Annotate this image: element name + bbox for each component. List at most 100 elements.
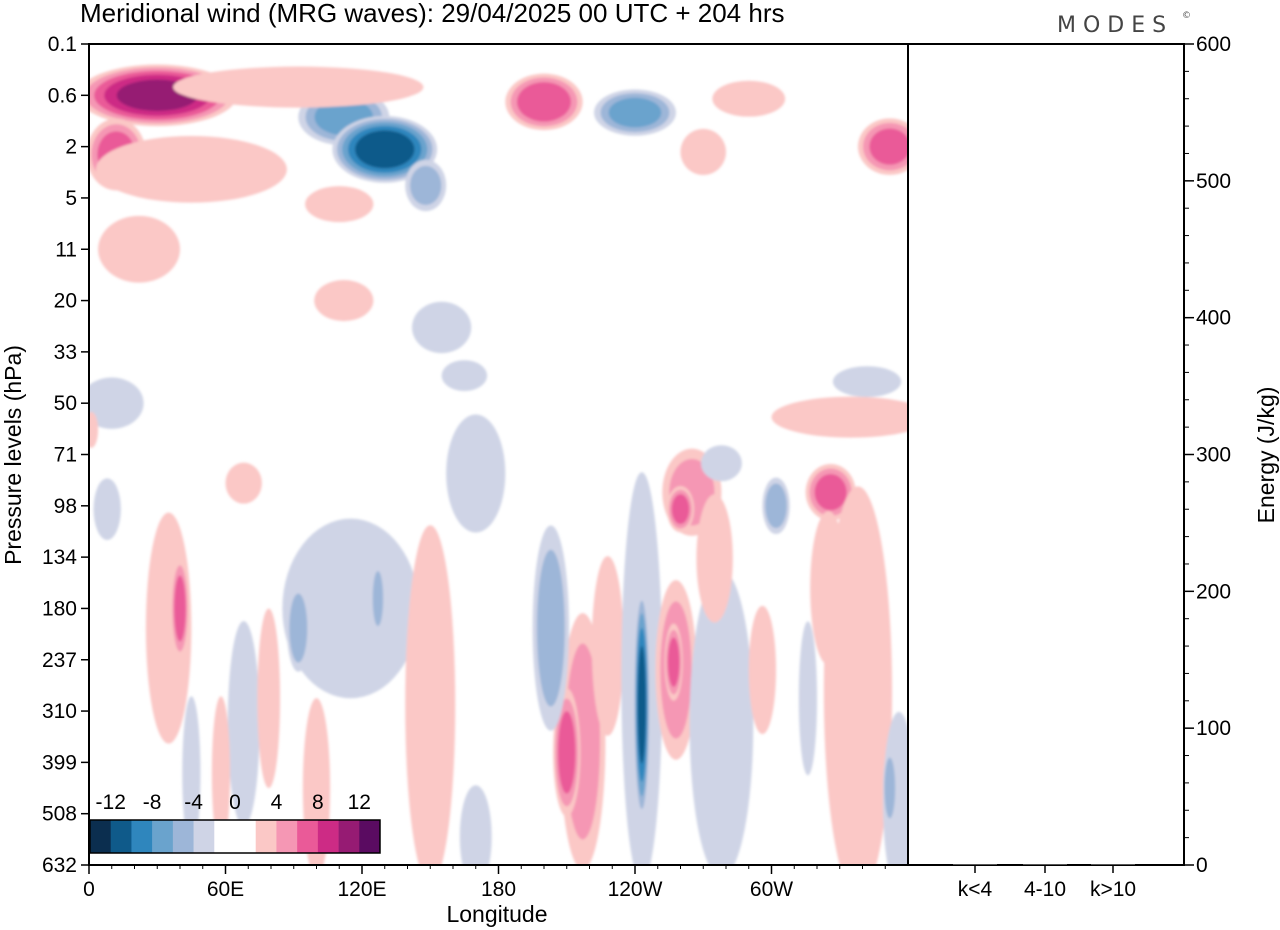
positive-wind-anomaly [305,186,374,223]
colorbar-swatch [172,820,194,853]
contour-band [637,646,646,764]
contour-band [591,556,624,736]
contour-band [689,569,754,865]
contour-band [517,82,571,122]
colorbar-label: 4 [271,791,283,814]
contour-band [748,605,777,735]
contour-band [810,510,847,665]
y-tick-label: 0.6 [48,84,77,107]
negative-wind-anomaly [182,696,201,851]
contour-band [700,445,742,482]
positive-wind-anomaly [225,462,262,504]
x-tick-label: 60E [207,878,244,901]
negative-wind-anomaly [441,360,488,392]
positive-wind-anomaly [211,696,231,851]
colorbar-frame [89,819,381,854]
colorbar-swatch [338,820,360,853]
contour-band [680,128,726,176]
contour-band [95,135,287,203]
contour-band [814,474,847,511]
contour-band [89,411,99,448]
negative-wind-anomaly [405,159,447,212]
contour-band [289,593,308,663]
contour-band [441,360,488,392]
y-tick-label: 71 [54,444,77,467]
negative-wind-anomaly [412,301,472,354]
negative-wind-anomaly [227,621,260,827]
positive-wind-anomaly [257,608,281,789]
contour-band [869,128,908,165]
y-tick-label: 399 [42,751,77,774]
energy-tick-label: 100 [1196,717,1231,740]
positive-wind-anomaly [805,464,856,521]
energy-bars [953,864,1135,865]
energy-tick-label: 400 [1196,307,1231,330]
positive-wind-anomaly [857,118,908,175]
contour-band [771,396,908,438]
colorbar-swatch [90,820,112,853]
negative-wind-anomaly [371,562,385,635]
colorbar-swatch [317,820,339,853]
negative-wind-anomaly [532,525,570,731]
contour-band [227,621,260,827]
y-tick-label: 508 [42,803,77,826]
y-axis-label: Pressure levels (hPa) [0,345,26,565]
negative-wind-anomaly [89,377,144,429]
positive-wind-anomaly [771,396,908,438]
negative-wind-anomaly [832,366,902,398]
positive-wind-anomaly [696,494,733,623]
positive-wind-anomaly [95,135,287,203]
negative-wind-anomaly [798,621,818,776]
y-tick-label: 632 [42,854,77,877]
positive-wind-anomaly [748,605,777,735]
energy-category-label: k<4 [958,878,993,901]
y-tick-label: 2 [65,136,77,159]
colorbar-swatch [131,820,153,853]
positive-wind-anomaly [664,623,683,701]
contour-band [410,165,442,206]
colorbar-label: -8 [143,791,162,814]
colorbar-swatch [297,820,319,853]
energy-category-label: k>10 [1090,878,1136,901]
positive-wind-anomaly [170,557,190,660]
contour-band [557,711,576,794]
negative-wind-anomaly [282,518,419,699]
contour-band [89,377,144,429]
x-axis: 0 60E 120E 180 120W 60W [83,865,886,901]
contour-band [182,696,201,851]
y-tick-label: 134 [42,546,77,569]
contour-band [696,494,733,623]
x-axis-label: Longitude [446,901,547,927]
y-tick-label: 20 [54,290,77,313]
wind-anomalies [89,64,908,865]
y-tick-label: 33 [54,341,77,364]
negative-wind-anomaly [762,477,790,535]
brand-logo: MODES [1057,13,1173,38]
positive-wind-anomaly [173,66,424,108]
y-tick-label: 5 [65,187,77,210]
y-tick-label: 237 [42,649,77,672]
colorbar-swatch [152,820,174,853]
contour-band [355,130,415,169]
chart-title: Meridional wind (MRG waves): 29/04/2025 … [80,0,785,28]
positive-wind-anomaly [591,556,624,736]
colorbar-label: -4 [184,791,203,814]
y-tick-label: 180 [42,597,77,620]
positive-wind-anomaly [505,73,583,131]
negative-wind-anomaly [633,589,650,821]
energy-axis: 0 100 200 300 400 500 600 [1184,33,1231,877]
x-tick-label: 180 [481,878,516,901]
contour-band [418,814,442,865]
energy-categories: k<4 4-10 k>10 [958,865,1136,901]
negative-wind-anomaly [332,116,438,183]
contour-band [608,97,662,128]
energy-tick-label: 500 [1196,170,1231,193]
contour-band [211,696,231,851]
contour-band [372,571,384,626]
colorbar-label: 12 [348,791,371,814]
y-tick-label: 98 [54,495,77,518]
contour-band [314,280,374,322]
y-tick-label: 310 [42,700,77,723]
y-tick-label: 50 [54,392,77,415]
